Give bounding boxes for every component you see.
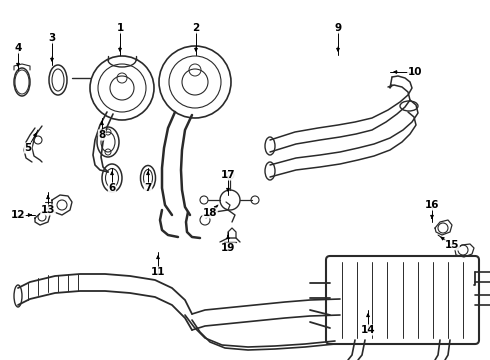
- Text: 19: 19: [221, 243, 235, 253]
- Text: 3: 3: [49, 33, 56, 43]
- Text: 2: 2: [193, 23, 199, 33]
- Text: 6: 6: [108, 183, 116, 193]
- Text: 17: 17: [220, 170, 235, 180]
- Text: 9: 9: [335, 23, 342, 33]
- Text: 12: 12: [11, 210, 25, 220]
- Text: 14: 14: [361, 325, 375, 335]
- Text: 16: 16: [425, 200, 439, 210]
- Text: 5: 5: [24, 143, 32, 153]
- Text: 1: 1: [117, 23, 123, 33]
- Text: 11: 11: [151, 267, 165, 277]
- Text: 18: 18: [203, 208, 217, 218]
- Text: 8: 8: [98, 130, 106, 140]
- Text: 10: 10: [408, 67, 422, 77]
- Text: 15: 15: [445, 240, 459, 250]
- Text: 4: 4: [14, 43, 22, 53]
- Text: 13: 13: [41, 205, 55, 215]
- Text: 7: 7: [145, 183, 152, 193]
